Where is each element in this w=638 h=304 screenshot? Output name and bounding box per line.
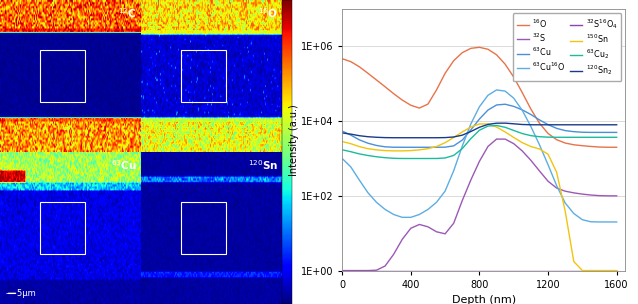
Text: $^{120}$Sn: $^{120}$Sn bbox=[248, 158, 278, 172]
Text: $^{63}$Cu: $^{63}$Cu bbox=[111, 158, 137, 172]
Bar bbox=[40, 202, 85, 254]
Text: $^{16}$O: $^{16}$O bbox=[258, 6, 278, 20]
Legend: $^{16}$O, $^{32}$S, $^{63}$Cu, $^{63}$Cu$^{16}$O, $^{32}$S$^{16}$O$_4$, $^{150}$: $^{16}$O, $^{32}$S, $^{63}$Cu, $^{63}$Cu… bbox=[512, 13, 621, 81]
Bar bbox=[181, 202, 226, 254]
Y-axis label: Intensity (a.u.): Intensity (a.u.) bbox=[289, 104, 299, 176]
Text: — 5μm: — 5μm bbox=[6, 289, 35, 298]
Text: $^{12}$C: $^{12}$C bbox=[118, 6, 137, 20]
Bar bbox=[40, 50, 85, 102]
X-axis label: Depth (nm): Depth (nm) bbox=[452, 295, 516, 304]
Bar bbox=[181, 50, 226, 102]
